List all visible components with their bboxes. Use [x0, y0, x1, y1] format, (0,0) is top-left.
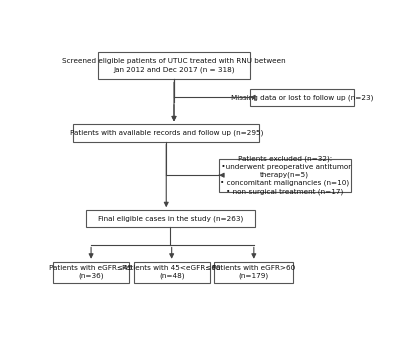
FancyBboxPatch shape [53, 262, 129, 283]
FancyBboxPatch shape [73, 125, 259, 142]
FancyBboxPatch shape [86, 210, 255, 227]
Text: Patients with eGFR>60
(n=179): Patients with eGFR>60 (n=179) [212, 265, 296, 280]
FancyBboxPatch shape [214, 262, 293, 283]
Text: Missing data or lost to follow up (n=23): Missing data or lost to follow up (n=23) [231, 94, 373, 100]
FancyBboxPatch shape [134, 262, 210, 283]
Text: Screened eligible patients of UTUC treated with RNU between
Jan 2012 and Dec 201: Screened eligible patients of UTUC treat… [62, 58, 286, 73]
Text: Final eligible cases in the study (n=263): Final eligible cases in the study (n=263… [98, 215, 243, 222]
FancyBboxPatch shape [98, 52, 250, 80]
Text: Patients with available records and follow up (n=295): Patients with available records and foll… [70, 130, 263, 136]
Text: Patients with 45<eGFR≤60
(n=48): Patients with 45<eGFR≤60 (n=48) [122, 265, 221, 280]
Text: Patients with eGFR≤45
(n=36): Patients with eGFR≤45 (n=36) [50, 265, 133, 280]
FancyBboxPatch shape [219, 159, 351, 192]
FancyBboxPatch shape [250, 89, 354, 106]
Text: Patients excluded (n=32):
 •underwent preoperative antitumor
therapy(n=5)
• conc: Patients excluded (n=32): •underwent pre… [219, 156, 351, 195]
